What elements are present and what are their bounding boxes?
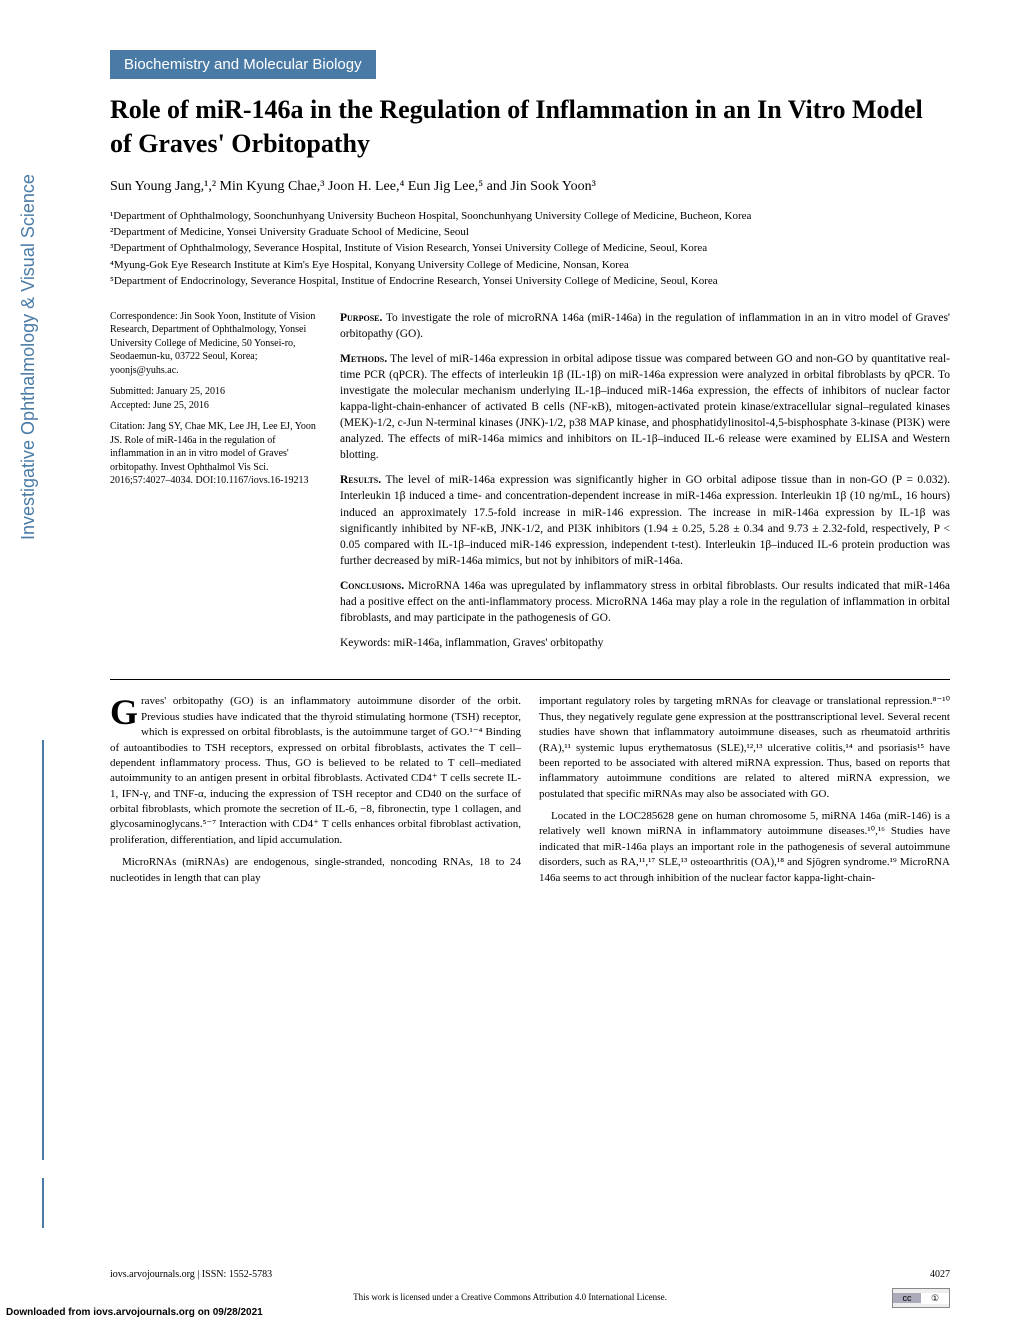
cc-by-badge: cc ① (892, 1288, 950, 1308)
affiliation-1: ¹Department of Ophthalmology, Soonchunhy… (110, 209, 950, 224)
affiliation-5: ⁵Department of Endocrinology, Severance … (110, 274, 950, 289)
dropcap: G (110, 694, 141, 728)
category-bar: Biochemistry and Molecular Biology (110, 50, 376, 79)
section-divider (110, 679, 950, 680)
body-p2: MicroRNAs (miRNAs) are endogenous, singl… (110, 855, 521, 886)
body-p4: Located in the LOC285628 gene on human c… (539, 809, 950, 886)
authors-line: Sun Young Jang,¹,² Min Kyung Chae,³ Joon… (110, 179, 950, 195)
body-text: Graves' orbitopathy (GO) is an inflammat… (110, 694, 950, 893)
page-number: 4027 (930, 1269, 950, 1280)
body-column-2: important regulatory roles by targeting … (539, 694, 950, 893)
body-column-1: Graves' orbitopathy (GO) is an inflammat… (110, 694, 521, 893)
page-footer: iovs.arvojournals.org | ISSN: 1552-5783 … (110, 1269, 950, 1280)
purpose-label: Purpose. (340, 312, 382, 324)
keywords-line: Keywords: miR-146a, inflammation, Graves… (340, 635, 950, 651)
body-p3: important regulatory roles by targeting … (539, 694, 950, 802)
download-stamp: Downloaded from iovs.arvojournals.org on… (6, 1307, 263, 1318)
footer-issn: iovs.arvojournals.org | ISSN: 1552-5783 (110, 1269, 272, 1280)
body-p1: raves' orbitopathy (GO) is an inflammato… (110, 695, 521, 846)
correspondence-text: Correspondence: Jin Sook Yoon, Institute… (110, 310, 320, 378)
affiliations: ¹Department of Ophthalmology, Soonchunhy… (110, 209, 950, 290)
affiliation-4: ⁴Myung-Gok Eye Research Institute at Kim… (110, 258, 950, 273)
submitted-date: Submitted: January 25, 2016 (110, 385, 320, 399)
affiliation-2: ²Department of Medicine, Yonsei Universi… (110, 225, 950, 240)
purpose-text: To investigate the role of microRNA 146a… (340, 312, 950, 340)
results-text: The level of miR-146a expression was sig… (340, 474, 950, 566)
results-label: Results. (340, 474, 381, 486)
methods-text: The level of miR-146a expression in orbi… (340, 353, 950, 462)
abstract: Purpose. To investigate the role of micr… (340, 310, 950, 666)
vertical-rule-2 (42, 1178, 44, 1228)
by-icon: ① (921, 1293, 949, 1304)
conclusions-text: MicroRNA 146a was upregulated by inflamm… (340, 580, 950, 624)
license-text: This work is licensed under a Creative C… (0, 1292, 1020, 1302)
accepted-date: Accepted: June 25, 2016 (110, 399, 320, 413)
methods-label: Methods. (340, 353, 387, 365)
conclusions-label: Conclusions. (340, 580, 404, 592)
cc-icon: cc (893, 1293, 921, 1303)
citation-text: Citation: Jang SY, Chae MK, Lee JH, Lee … (110, 420, 320, 488)
article-title: Role of miR-146a in the Regulation of In… (110, 93, 950, 161)
affiliation-3: ³Department of Ophthalmology, Severance … (110, 241, 950, 256)
correspondence-sidebar: Correspondence: Jin Sook Yoon, Institute… (110, 310, 320, 666)
